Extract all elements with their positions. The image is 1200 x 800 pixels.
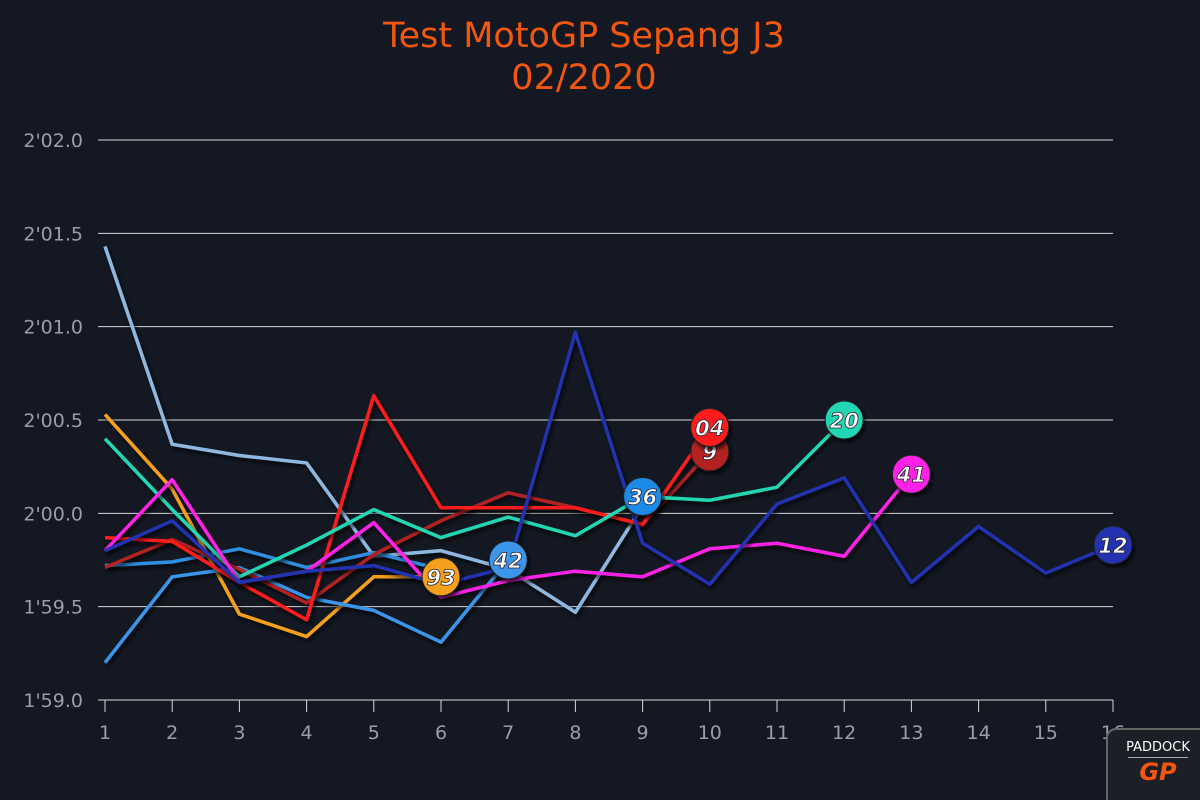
rider-badge-42 bbox=[488, 540, 528, 580]
x-tick-label: 14 bbox=[967, 722, 991, 744]
series-line-light-blue bbox=[103, 245, 645, 615]
y-tick-label: 2'00.0 bbox=[23, 503, 83, 525]
y-tick-label: 2'00.5 bbox=[23, 410, 83, 432]
x-tick-label: 7 bbox=[502, 722, 514, 744]
y-tick-label: 1'59.5 bbox=[23, 597, 83, 619]
x-tick-label: 6 bbox=[435, 722, 447, 744]
x-tick-label: 1 bbox=[99, 722, 111, 744]
x-tick-label: 8 bbox=[569, 722, 581, 744]
series-line-orange bbox=[103, 413, 441, 639]
x-tick-label: 9 bbox=[637, 722, 649, 744]
x-tick-label: 2 bbox=[166, 722, 178, 744]
rider-badge-36 bbox=[623, 477, 663, 517]
rider-badge-20 bbox=[824, 400, 864, 440]
x-tick-label: 4 bbox=[301, 722, 313, 744]
x-tick-label: 3 bbox=[233, 722, 245, 744]
rider-number: 04 bbox=[695, 416, 724, 440]
rider-number: 42 bbox=[493, 549, 523, 573]
rider-number: 41 bbox=[896, 463, 926, 487]
rider-badge-41 bbox=[891, 454, 931, 494]
series-line-blue-2 bbox=[104, 547, 442, 572]
x-tick-label: 10 bbox=[698, 722, 722, 744]
y-tick-label: 1'59.0 bbox=[23, 690, 83, 712]
rider-number: 12 bbox=[1098, 534, 1127, 558]
rider-number: 20 bbox=[830, 409, 859, 433]
series-line-dark-blue bbox=[104, 330, 1114, 587]
x-tick-label: 12 bbox=[832, 722, 856, 744]
chart-subtitle: 02/2020 bbox=[511, 58, 657, 98]
x-tick-label: 13 bbox=[899, 722, 923, 744]
series-line-blue-42 bbox=[103, 558, 510, 664]
rider-number: 93 bbox=[426, 566, 455, 590]
rider-badge-04 bbox=[690, 407, 730, 447]
rider-badge-12 bbox=[1093, 525, 1133, 565]
logo-text: PADDOCK bbox=[1126, 740, 1190, 755]
chart-title: Test MotoGP Sepang J3 bbox=[383, 16, 785, 56]
x-tick-label: 15 bbox=[1034, 722, 1058, 744]
series-line-red bbox=[104, 393, 712, 622]
paddock-gp-logo: PADDOCK GP bbox=[1106, 728, 1200, 800]
x-tick-label: 11 bbox=[765, 722, 789, 744]
rider-badge-93 bbox=[421, 557, 461, 597]
y-tick-label: 2'01.5 bbox=[23, 223, 83, 245]
y-tick-label: 2'02.0 bbox=[23, 130, 83, 152]
y-tick-label: 2'01.0 bbox=[23, 317, 83, 339]
logo-gp: GP bbox=[1128, 757, 1188, 786]
x-tick-label: 5 bbox=[368, 722, 380, 744]
rider-number: 36 bbox=[628, 486, 657, 510]
series-line-teal bbox=[103, 418, 846, 579]
